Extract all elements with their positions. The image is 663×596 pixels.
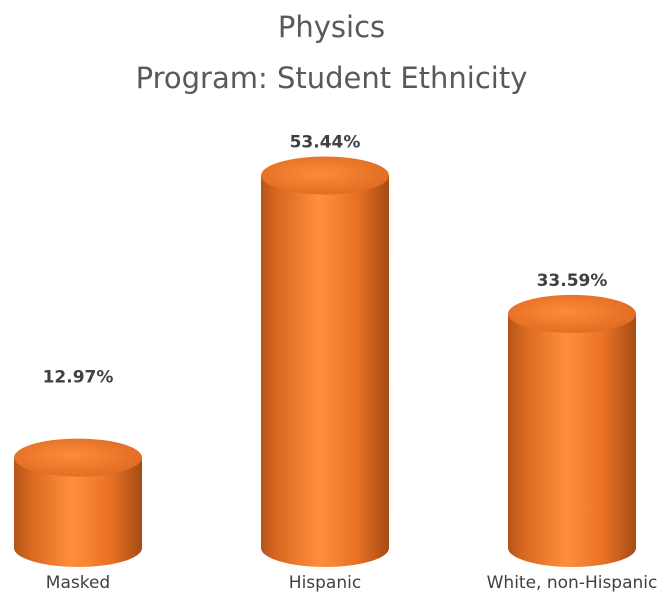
data-label: 53.44% [290, 133, 361, 153]
bar-body [508, 313, 636, 567]
data-label: 33.59% [537, 271, 608, 291]
bar-hispanic [261, 156, 389, 567]
category-label: Hispanic [289, 573, 361, 593]
bar-white-non-hispanic [508, 294, 636, 567]
bar-body [261, 175, 389, 567]
chart-title: Physics [277, 10, 386, 44]
bars-layer: 12.97% Masked 53.44% Hispanic 33.59% White, n… [14, 133, 657, 593]
bar-top [14, 438, 142, 477]
bar-top [261, 156, 389, 195]
bar-masked [14, 438, 142, 567]
category-label: Masked [46, 573, 110, 593]
bar-top [508, 294, 636, 333]
bar-body [14, 457, 142, 567]
chart-subtitle: Program: Student Ethnicity [135, 61, 528, 95]
category-label: White, non-Hispanic [487, 573, 658, 593]
data-label: 12.97% [43, 368, 114, 388]
